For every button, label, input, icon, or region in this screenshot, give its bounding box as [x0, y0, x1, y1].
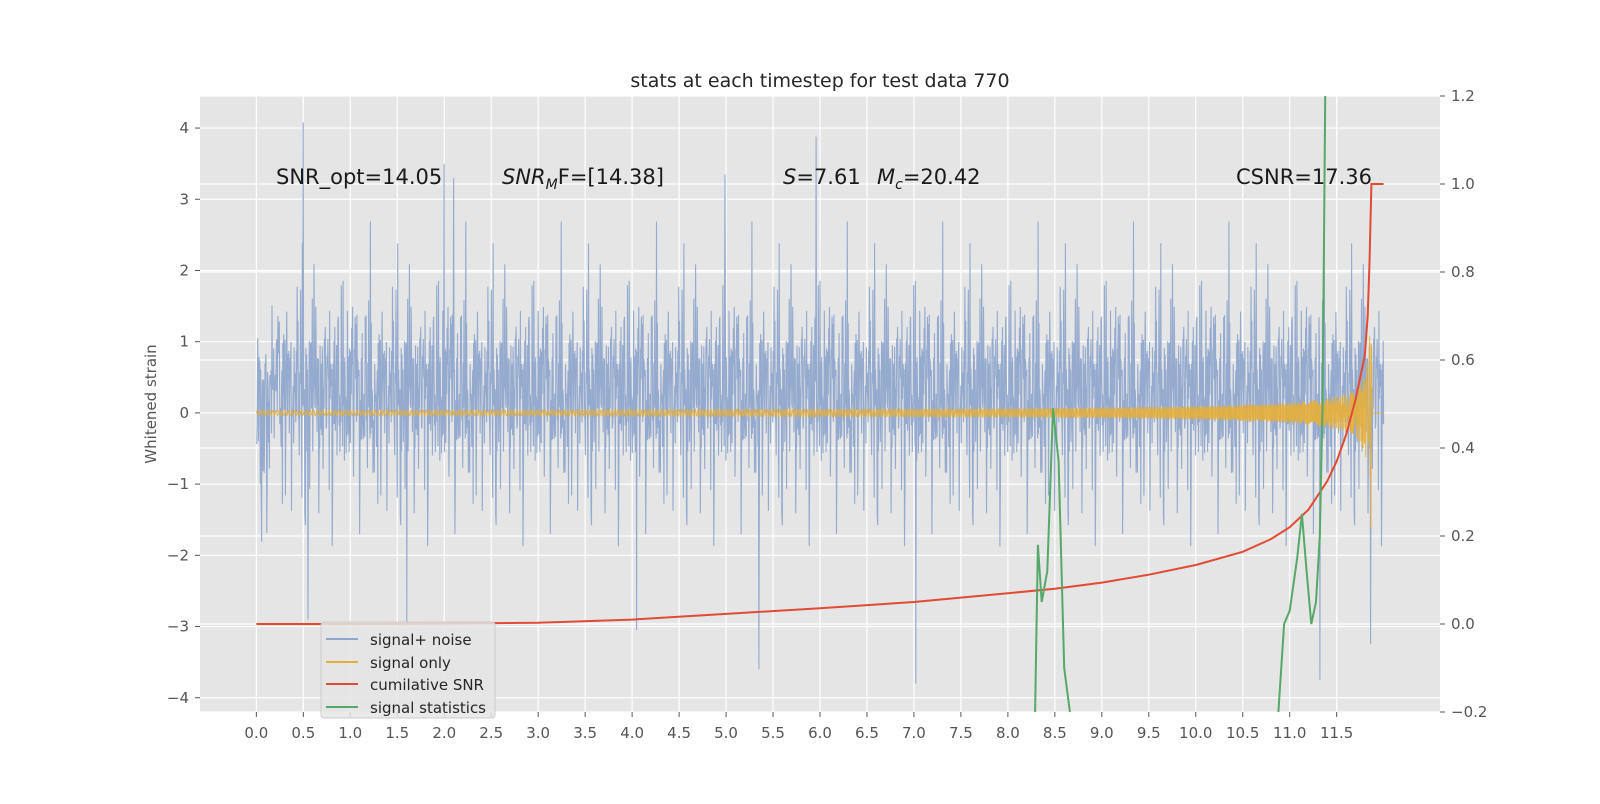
y-tick-label: 4 [179, 119, 189, 137]
x-tick-label: 5.0 [714, 724, 738, 742]
x-tick-label: 3.5 [573, 724, 597, 742]
legend-label-signal-statistics: signal statistics [370, 699, 486, 717]
grid-lines [200, 95, 1440, 713]
y2-tick-label: 1.2 [1451, 87, 1475, 105]
annotation-snr-mf: SNRMF=[14.38] [502, 165, 664, 193]
x-tick-label: 4.0 [620, 724, 644, 742]
annotation-csnr: CSNR=17.36 [1236, 165, 1372, 189]
x-tick-label: 11.0 [1273, 724, 1306, 742]
series-line-signal-statistics [1034, 408, 1071, 712]
legend-label-cumulative-snr: cumilative SNR [370, 676, 484, 694]
y2-tick-label: 1.0 [1451, 175, 1475, 193]
series-signal-noise [255, 122, 1385, 684]
x-tick-label: 1.0 [338, 724, 362, 742]
y2-tick-label: 0.8 [1451, 263, 1475, 281]
y2-tick-label: 0.2 [1451, 527, 1475, 545]
y2-tick-label: 0.6 [1451, 351, 1475, 369]
series-line-signal-noise [255, 122, 1385, 684]
series-line-cumulative-snr [256, 183, 1384, 625]
y2-tick-label: −0.2 [1451, 703, 1487, 721]
x-tick-label: 0.5 [291, 724, 315, 742]
y2-tick-label: 0.4 [1451, 439, 1475, 457]
series-signal-only [255, 335, 1384, 529]
x-tick-label: 3.0 [526, 724, 550, 742]
y-tick-label: −1 [167, 475, 189, 493]
x-tick-label: 6.0 [808, 724, 832, 742]
legend-label-signal-noise: signal+ noise [370, 631, 472, 649]
x-tick-label: 10.0 [1179, 724, 1212, 742]
legend-box [320, 621, 496, 719]
legend-entry-signal-only: signal only [326, 654, 451, 672]
y-tick-label: −2 [167, 546, 189, 564]
x-tick-label: 6.5 [855, 724, 879, 742]
x-tick-label: 1.5 [385, 724, 409, 742]
y-tick-label: −4 [167, 689, 189, 707]
y-tick-label: 2 [179, 261, 189, 279]
legend-entry-cumulative-snr: cumilative SNR [326, 676, 484, 694]
x-tick-label: 2.5 [479, 724, 503, 742]
x-tick-label: 9.5 [1137, 724, 1161, 742]
legend: signal+ noise signal only cumilative SNR… [320, 621, 496, 719]
annotation-mc: Mc=20.42 [877, 165, 981, 193]
annotation-snr-mf-base: SNR [502, 165, 546, 189]
y-tick-label: 1 [179, 333, 189, 351]
annotation-snr-mf-sub: M [546, 177, 558, 193]
x-tick-label: 10.5 [1226, 724, 1259, 742]
x-tick-label: 7.0 [902, 724, 926, 742]
annotation-mc-var: M [877, 165, 895, 189]
annotation-mc-sub: c [895, 177, 903, 193]
legend-entry-signal-statistics: signal statistics [326, 699, 486, 717]
chart-annotations: SNR_opt=14.05 SNRMF=[14.38] S=7.61 Mc=20… [276, 165, 1372, 193]
x-tick-label: 0.0 [244, 724, 268, 742]
series-line-signal-statistics [1277, 96, 1327, 712]
y2-tick-label: 0.0 [1451, 615, 1475, 633]
x-tick-label: 7.5 [949, 724, 973, 742]
y-axis-ticks: −4 −3 −2 −1 0 1 2 3 4 [167, 119, 200, 707]
chart-title: stats at each timestep for test data 770 [630, 70, 1009, 92]
annotation-snr-mf-rest: F=[14.38] [558, 165, 664, 189]
x-axis-ticks: 0.0 0.5 1.0 1.5 2.0 2.5 3.0 3.5 4.0 4.5 5.0 5.5 6.0 6… [244, 712, 1353, 742]
x-tick-label: 9.0 [1090, 724, 1114, 742]
x-tick-label: 4.5 [667, 724, 691, 742]
x-tick-label: 2.0 [432, 724, 456, 742]
annotation-snr-opt: SNR_opt=14.05 [276, 165, 442, 190]
right-axis-series [256, 96, 1384, 712]
y-tick-label: 0 [179, 404, 189, 422]
y-tick-label: −3 [167, 618, 189, 636]
annotation-s: S=7.61 [783, 165, 861, 189]
annotation-mc-val: =20.42 [903, 165, 981, 189]
y-tick-label: 3 [179, 190, 189, 208]
x-tick-label: 8.0 [996, 724, 1020, 742]
x-tick-label: 5.5 [761, 724, 785, 742]
y2-axis-ticks: −0.2 0.0 0.2 0.4 0.6 0.8 1.0 1.2 [1440, 87, 1487, 721]
series-line-signal-only [255, 335, 1384, 529]
x-tick-label: 8.5 [1043, 724, 1067, 742]
annotation-s-val: =7.61 [796, 165, 860, 189]
legend-label-signal-only: signal only [370, 654, 451, 672]
x-tick-label: 11.5 [1320, 724, 1353, 742]
legend-entry-signal-noise: signal+ noise [326, 631, 472, 649]
y-axis-label: Whitened strain [142, 344, 160, 463]
annotation-s-var: S [783, 165, 796, 189]
